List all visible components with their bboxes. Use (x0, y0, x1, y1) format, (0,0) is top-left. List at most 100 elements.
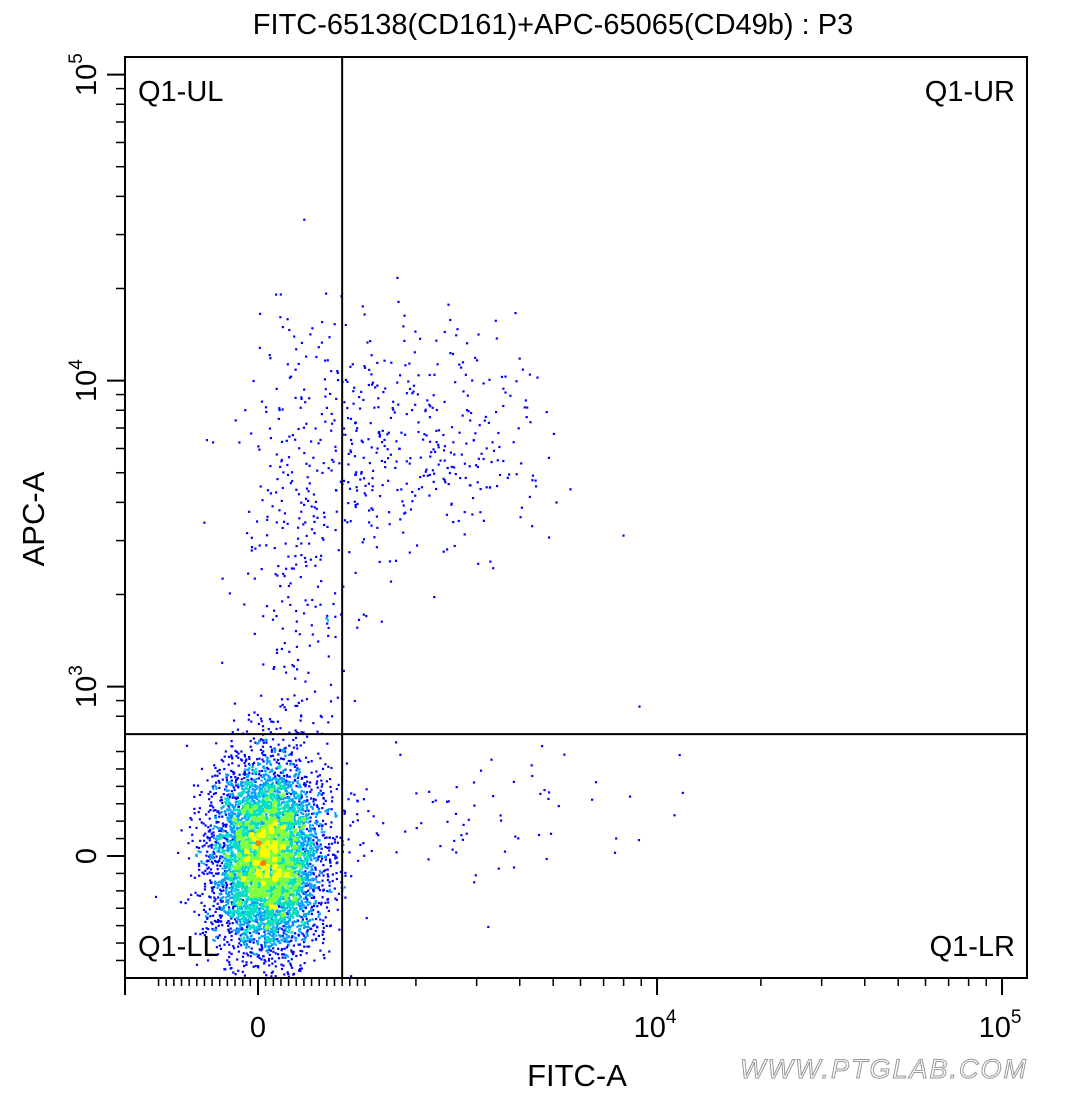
data-point (229, 802, 232, 805)
data-point (271, 920, 274, 923)
data-point (315, 804, 319, 807)
data-point (228, 910, 232, 913)
data-point (300, 554, 303, 557)
data-point (249, 903, 252, 906)
data-point (218, 768, 221, 771)
data-point (302, 523, 305, 526)
data-point (295, 878, 298, 881)
data-point (274, 926, 277, 929)
data-point (228, 891, 231, 894)
data-point (311, 851, 315, 854)
data-point (394, 559, 398, 562)
data-point (435, 408, 438, 412)
data-point (368, 521, 371, 524)
data-point (315, 860, 318, 863)
data-point (326, 622, 329, 625)
data-point (272, 936, 275, 939)
data-point (253, 854, 256, 857)
data-point (303, 775, 306, 778)
data-point (273, 609, 276, 612)
data-point (193, 795, 196, 798)
data-point (327, 901, 330, 904)
data-point (209, 828, 212, 832)
data-point (189, 817, 192, 820)
data-point (334, 449, 337, 452)
data-point (387, 479, 390, 482)
data-point (322, 931, 325, 934)
data-point (222, 906, 225, 909)
data-point (279, 935, 282, 938)
data-point (301, 903, 304, 906)
data-point (297, 772, 300, 775)
data-point (232, 894, 235, 897)
data-point (299, 846, 302, 849)
data-point (236, 899, 239, 902)
data-point (302, 821, 305, 824)
data-point (328, 846, 331, 849)
data-point (280, 850, 283, 853)
data-point (278, 783, 281, 786)
data-point (306, 934, 309, 937)
data-point (297, 839, 300, 842)
data-point (319, 603, 322, 606)
data-point (219, 888, 222, 891)
data-point (344, 871, 347, 874)
data-point (330, 842, 333, 845)
data-point (202, 822, 205, 825)
data-point (255, 917, 258, 920)
data-point (223, 878, 226, 881)
data-point (254, 741, 257, 744)
data-point (244, 409, 247, 412)
data-point (270, 971, 273, 975)
data-point (212, 836, 216, 840)
data-point (244, 854, 247, 857)
data-point (319, 903, 323, 906)
data-point (307, 912, 310, 915)
data-point (229, 793, 232, 796)
data-point (218, 850, 221, 853)
data-point (226, 798, 229, 802)
data-point (296, 813, 299, 817)
data-point (230, 885, 234, 888)
data-point (475, 464, 478, 467)
data-point (296, 658, 300, 662)
data-point (217, 920, 220, 923)
data-point (193, 910, 196, 913)
data-point (360, 390, 363, 393)
data-point (366, 341, 369, 344)
data-point (294, 396, 297, 399)
data-point (268, 427, 272, 430)
data-point (284, 860, 287, 863)
data-point (265, 784, 268, 787)
data-point (226, 895, 229, 898)
data-point (272, 836, 275, 839)
data-point (536, 376, 539, 379)
data-point (311, 918, 314, 921)
data-point (294, 821, 297, 824)
data-point (277, 947, 280, 950)
data-point (324, 395, 327, 398)
data-point (291, 931, 294, 934)
data-point (226, 849, 229, 852)
data-point (294, 704, 297, 707)
data-point (303, 890, 306, 893)
data-point (215, 860, 218, 863)
data-point (290, 785, 293, 788)
data-point (280, 892, 283, 895)
data-point (229, 967, 232, 970)
data-point (233, 909, 236, 913)
data-point (296, 900, 299, 903)
data-point (291, 879, 295, 882)
data-point (265, 916, 268, 919)
data-point (336, 371, 339, 374)
data-point (288, 919, 291, 922)
data-point (228, 860, 231, 863)
data-point (228, 783, 231, 786)
data-point (244, 918, 247, 921)
data-point (304, 907, 307, 910)
data-point (313, 902, 316, 905)
data-point (280, 647, 283, 651)
data-point (302, 876, 305, 880)
data-point (258, 346, 261, 349)
data-point (251, 766, 254, 769)
